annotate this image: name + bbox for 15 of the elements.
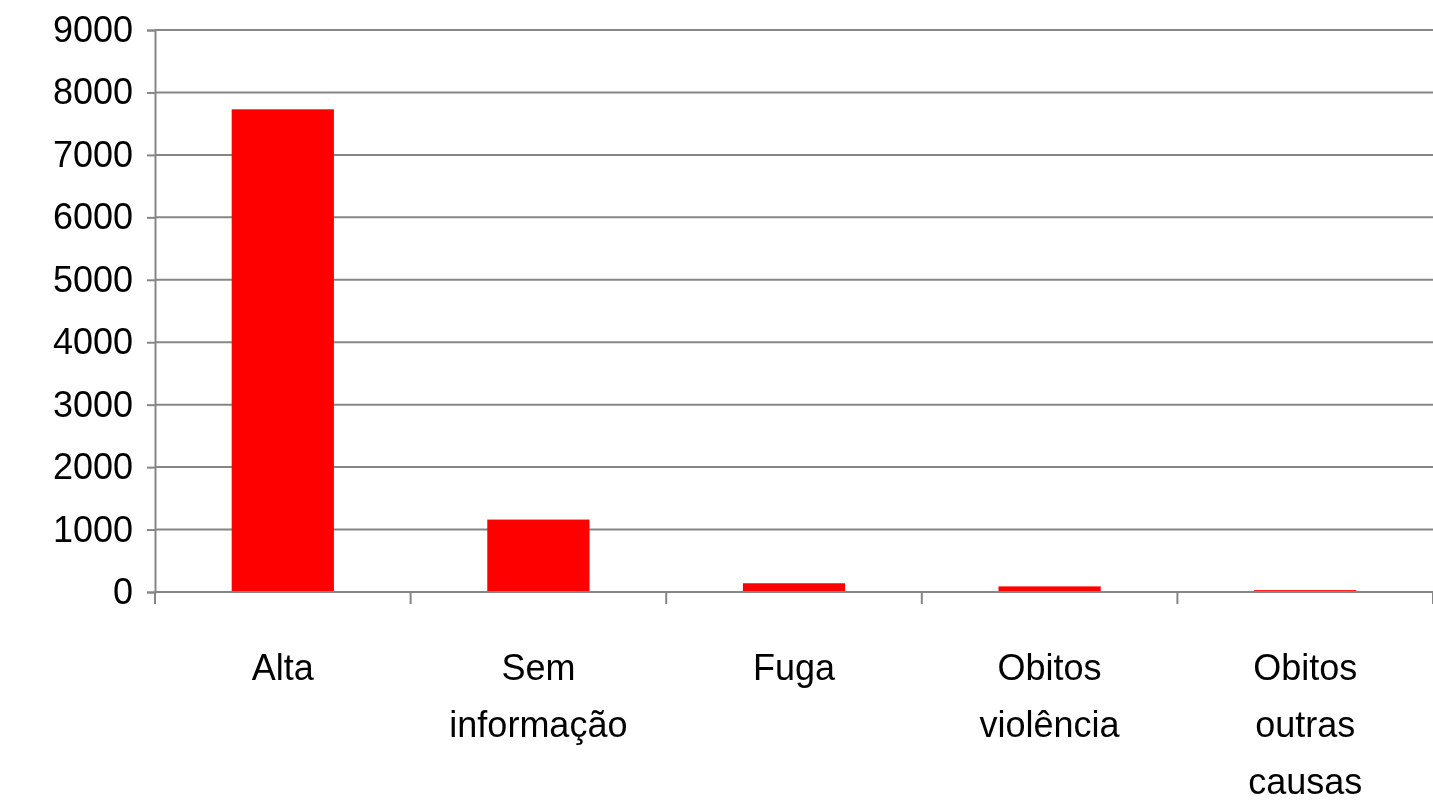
y-tick-label: 5000 — [52, 258, 133, 300]
x-tick-label: Alta — [251, 647, 315, 688]
x-tick-label: Sem informação — [449, 647, 628, 745]
y-tick-label: 6000 — [52, 196, 133, 238]
x-tick-label: Obitos outras causas — [1248, 647, 1363, 802]
y-tick-label: 3000 — [52, 383, 133, 425]
y-tick-label: 1000 — [52, 508, 133, 550]
y-tick-label: 0 — [112, 571, 133, 613]
x-tick-label: Fuga — [752, 647, 836, 688]
y-tick-label: 2000 — [52, 446, 133, 488]
y-tick-label: 9000 — [52, 9, 133, 51]
y-tick-label: 7000 — [52, 133, 133, 175]
x-tick-label: Obitos violência — [979, 647, 1121, 745]
y-tick-label: 4000 — [52, 321, 133, 363]
y-tick-label: 8000 — [52, 71, 133, 113]
